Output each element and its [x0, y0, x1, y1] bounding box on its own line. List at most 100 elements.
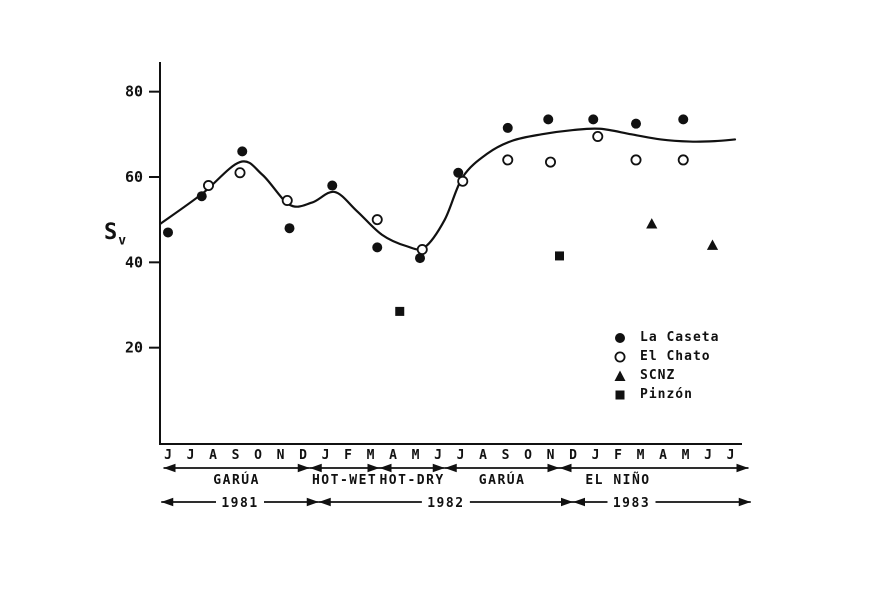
point-la-caseta — [372, 242, 383, 253]
season-arrowhead — [379, 463, 392, 473]
month-label: O — [254, 448, 262, 463]
point-el-chato — [234, 167, 246, 179]
season-label: HOT-WET — [312, 473, 377, 488]
month-label: J — [457, 448, 465, 463]
point-la-caseta — [237, 146, 248, 157]
point-la-caseta — [453, 167, 464, 178]
legend-item-pinzon: Pinzón — [612, 387, 719, 402]
year-arrowhead — [738, 497, 751, 507]
point-scnz — [646, 218, 658, 229]
point-pinz-n — [395, 306, 405, 316]
month-label: O — [524, 448, 532, 463]
month-label: S — [502, 448, 510, 463]
point-el-chato — [677, 154, 689, 166]
point-la-caseta — [588, 114, 599, 125]
trend-line — [159, 127, 737, 251]
point-el-chato — [371, 214, 383, 226]
season-label: GARÚA — [213, 472, 260, 488]
legend-label: SCNZ — [640, 368, 676, 383]
month-label: J — [434, 448, 442, 463]
month-label: J — [187, 448, 195, 463]
month-label: M — [412, 448, 420, 463]
month-label: N — [277, 448, 285, 463]
y-tick-label: 40 — [125, 253, 143, 271]
month-label: J — [322, 448, 330, 463]
year-label: 1981 — [221, 496, 258, 511]
filled-circle-icon — [615, 332, 625, 343]
season-label: EL NIÑO — [585, 472, 650, 488]
year-arrowhead — [161, 497, 174, 507]
point-el-chato — [545, 156, 557, 168]
month-label: M — [367, 448, 375, 463]
point-la-caseta — [543, 114, 554, 125]
point-la-caseta — [415, 253, 425, 264]
month-label: A — [479, 448, 487, 463]
filled-square-icon — [615, 390, 625, 399]
season-label: GARÚA — [479, 472, 526, 488]
open-circle-icon — [614, 351, 626, 362]
point-el-chato — [416, 244, 428, 256]
season-arrowhead — [736, 463, 749, 473]
year-label-bg — [216, 493, 264, 511]
point-el-chato — [281, 194, 293, 206]
year-label-bg — [607, 493, 656, 511]
year-arrowhead — [306, 497, 319, 507]
point-la-caseta — [196, 191, 207, 202]
season-arrowhead — [547, 463, 560, 473]
season-arrowhead — [163, 463, 176, 473]
month-label: D — [569, 448, 577, 463]
year-label-bg — [421, 493, 470, 511]
legend-item-scnz: SCNZ — [612, 368, 719, 383]
y-axis-label-sub: v — [118, 233, 128, 249]
year-label: 1982 — [427, 496, 464, 511]
month-label: J — [164, 448, 172, 463]
legend-label: Pinzón — [640, 387, 693, 402]
month-label: M — [682, 448, 690, 463]
month-label: J — [704, 448, 712, 463]
point-el-chato — [502, 154, 514, 166]
year-arrowhead — [573, 497, 585, 507]
point-el-chato — [202, 180, 214, 192]
point-la-caseta — [163, 227, 173, 238]
season-arrowhead — [559, 463, 572, 473]
legend-label: El Chato — [640, 349, 711, 364]
point-el-chato — [592, 130, 604, 142]
legend-item-el-chato: El Chato — [612, 349, 719, 364]
month-label: D — [299, 448, 307, 463]
filled-triangle-icon — [614, 370, 626, 381]
month-label: A — [209, 448, 217, 463]
season-arrowhead — [309, 463, 322, 473]
month-label: A — [389, 448, 397, 463]
point-la-caseta — [631, 118, 641, 129]
point-pinz-n — [555, 251, 564, 261]
point-scnz — [706, 239, 719, 250]
y-axis-label-main: S — [104, 220, 119, 245]
season-label: HOT-DRY — [379, 473, 444, 488]
month-label: N — [547, 448, 555, 463]
month-label: S — [232, 448, 240, 463]
point-la-caseta — [502, 122, 513, 133]
legend: La Caseta El Chato SCNZ Pinzón — [612, 330, 719, 402]
point-la-caseta — [327, 180, 338, 191]
month-label: M — [637, 448, 645, 463]
y-axis-label: Sv — [104, 220, 127, 248]
y-tick-label: 20 — [125, 339, 143, 357]
y-tick-label: 60 — [125, 168, 143, 186]
month-label: A — [659, 448, 667, 463]
season-arrowhead — [444, 463, 457, 473]
point-la-caseta — [678, 114, 689, 125]
season-arrowhead — [297, 463, 310, 473]
year-arrowhead — [318, 497, 331, 507]
season-arrowhead — [432, 463, 445, 473]
month-label: J — [727, 448, 735, 463]
season-arrowhead — [367, 463, 380, 473]
legend-label: La Caseta — [640, 330, 720, 345]
point-la-caseta — [284, 223, 295, 234]
point-el-chato — [630, 154, 642, 166]
month-label: J — [592, 448, 600, 463]
month-label: F — [614, 448, 622, 463]
y-tick-label: 80 — [125, 83, 143, 101]
year-label: 1983 — [613, 496, 650, 511]
